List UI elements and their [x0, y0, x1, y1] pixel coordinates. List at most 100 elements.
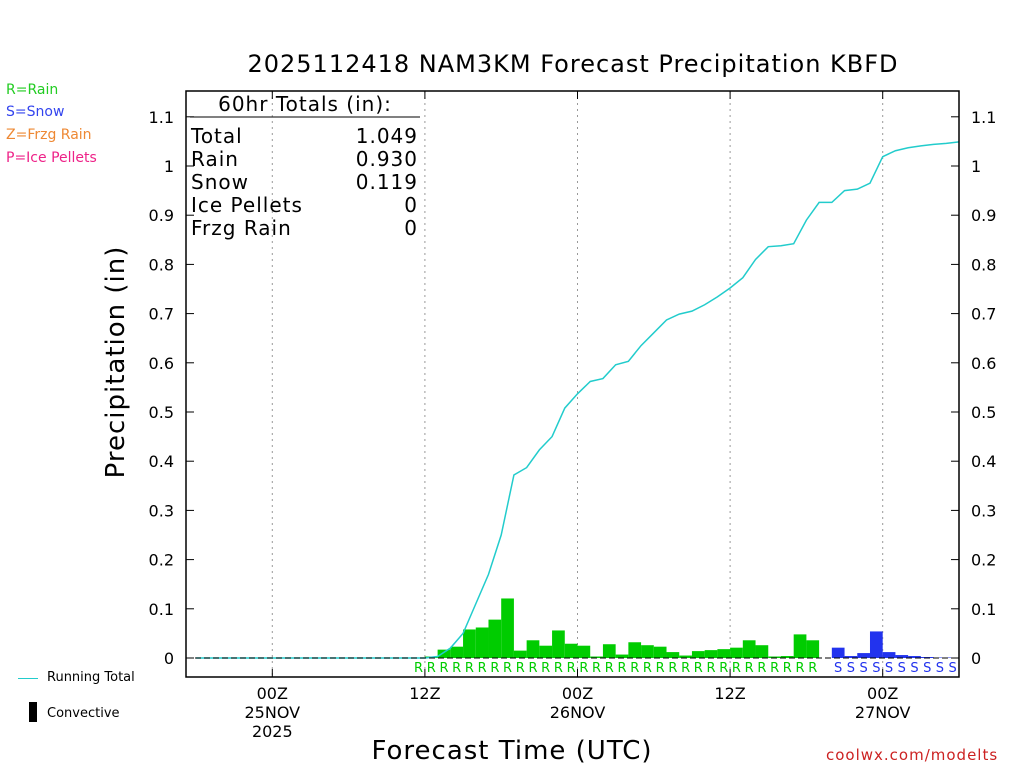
y-tick-label-right: 1: [971, 157, 981, 176]
rain-bar: [564, 643, 578, 658]
convective-legend-label: Convective: [47, 706, 120, 721]
y-tick-label-right: 0.6: [971, 354, 996, 373]
x-tick-label: 00Z: [867, 684, 898, 703]
x-tick-label: 2025: [252, 722, 293, 741]
rain-bar: [768, 656, 781, 658]
ptype-letter-snow: S: [859, 661, 867, 676]
rain-bar: [755, 645, 769, 658]
rain-bar: [501, 598, 514, 658]
rain-bar: [437, 649, 451, 658]
ptype-letter-rain: R: [783, 661, 792, 676]
ptype-letter-rain: R: [528, 661, 537, 676]
rain-bar: [513, 650, 527, 658]
ptype-letter-rain: R: [719, 661, 728, 676]
ptype-letter-snow: S: [847, 661, 855, 676]
snow-bar: [844, 656, 858, 658]
y-tick-label-left: 0.9: [149, 206, 174, 225]
totals-label-rain: Rain: [191, 147, 239, 171]
ptype-letter-snow: S: [872, 661, 880, 676]
rain-bar: [653, 646, 667, 658]
y-tick-label-left: 0.2: [149, 551, 174, 570]
y-tick-label-right: 0.5: [971, 403, 996, 422]
running-total-line: [196, 141, 960, 659]
rain-bar: [730, 647, 743, 658]
y-tick-label-left: 0.8: [149, 255, 174, 274]
totals-box: 60hr Totals (in): Total 1.049 Rain 0.930…: [190, 92, 420, 240]
y-tick-label-right: 0.3: [971, 501, 996, 520]
snow-bar: [831, 647, 845, 658]
y-tick-label-right: 0.8: [971, 255, 996, 274]
ptype-letter-snow: S: [949, 661, 957, 676]
totals-value-total: 1.049: [356, 124, 418, 148]
totals-label-frzg-rain: Frzg Rain: [191, 216, 292, 240]
running-total-line-group: [196, 141, 960, 659]
totals-value-frzg-rain: 0: [404, 216, 418, 240]
ptype-letter-rain: R: [605, 661, 614, 676]
y-tick-label-right: 0.4: [971, 452, 996, 471]
y-tick-label-left: 0.6: [149, 354, 174, 373]
ptype-letter-rain: R: [452, 661, 461, 676]
ptype-letter-rain: R: [592, 661, 601, 676]
y-tick-label-left: 0.3: [149, 501, 174, 520]
rain-bar: [463, 629, 476, 658]
y-tick-label-right: 0.1: [971, 600, 996, 619]
y-tick-label-left: 0.1: [149, 600, 174, 619]
rain-bar: [488, 619, 502, 658]
ptype-letter-rain: R: [643, 661, 652, 676]
ptype-letter-rain: R: [427, 661, 436, 676]
ptype-letter-rain: R: [757, 661, 766, 676]
totals-label-snow: Snow: [191, 170, 249, 194]
snow-bar: [882, 652, 896, 658]
rain-bar: [704, 650, 718, 658]
snow-bar: [869, 631, 883, 658]
x-axis-title: Forecast Time (UTC): [371, 736, 652, 766]
ptype-letter-snow: S: [936, 661, 944, 676]
rain-bar: [602, 644, 616, 658]
y-tick-label-right: 0.2: [971, 551, 996, 570]
ptype-letter-rain: R: [478, 661, 487, 676]
rain-bar: [628, 642, 642, 658]
x-tick-label: 12Z: [714, 684, 745, 703]
ptype-letter-rain: R: [732, 661, 741, 676]
y-tick-label-right: 0.7: [971, 305, 996, 324]
totals-value-rain: 0.930: [356, 147, 418, 171]
rain-bar: [526, 640, 540, 658]
ptype-letter-rain: R: [554, 661, 563, 676]
totals-value-ice-pellets: 0: [404, 193, 418, 217]
ptype-letter-rain: R: [694, 661, 703, 676]
ptype-letter-snow: S: [885, 661, 893, 676]
ptype-letter-rain: R: [745, 661, 754, 676]
rain-bar: [717, 649, 731, 658]
ptype-legend-snow: S=Snow: [6, 104, 65, 120]
rain-bar: [552, 630, 565, 658]
rain-bar: [806, 640, 820, 658]
y-tick-label-left: 0.4: [149, 452, 174, 471]
totals-label-total: Total: [190, 124, 243, 148]
ptype-letter-rain: R: [516, 661, 525, 676]
y-tick-label-right: 0.9: [971, 206, 996, 225]
ptype-letter-rain: R: [707, 661, 716, 676]
ptype-letter-snow: S: [834, 661, 842, 676]
y-tick-label-right: 1.1: [971, 108, 996, 127]
ptype-letter-rain: R: [656, 661, 665, 676]
rain-bar: [679, 655, 692, 658]
totals-header: 60hr Totals (in):: [218, 92, 392, 116]
plot-frame: [185, 90, 960, 678]
totals-label-ice-pellets: Ice Pellets: [191, 193, 303, 217]
x-tick-label: 25NOV: [245, 703, 301, 722]
rain-bar: [475, 627, 489, 658]
ptype-legend-freezing-rain: Z=Frzg Rain: [6, 127, 92, 143]
ptype-letter-rain: R: [414, 661, 423, 676]
y-tick-label-left: 0: [164, 649, 174, 668]
ptype-letter-rain: R: [503, 661, 512, 676]
rain-bar: [577, 645, 591, 658]
convective-swatch: [29, 702, 37, 722]
rain-bar: [780, 656, 794, 658]
y-tick-label-left: 1.1: [149, 108, 174, 127]
ptype-letter-rain: R: [617, 661, 626, 676]
ptype-legend-ice-pellets: P=Ice Pellets: [6, 150, 97, 166]
rain-bar: [793, 634, 807, 658]
ptype-letter-snow: S: [898, 661, 906, 676]
ptype-letter-snow: S: [910, 661, 918, 676]
